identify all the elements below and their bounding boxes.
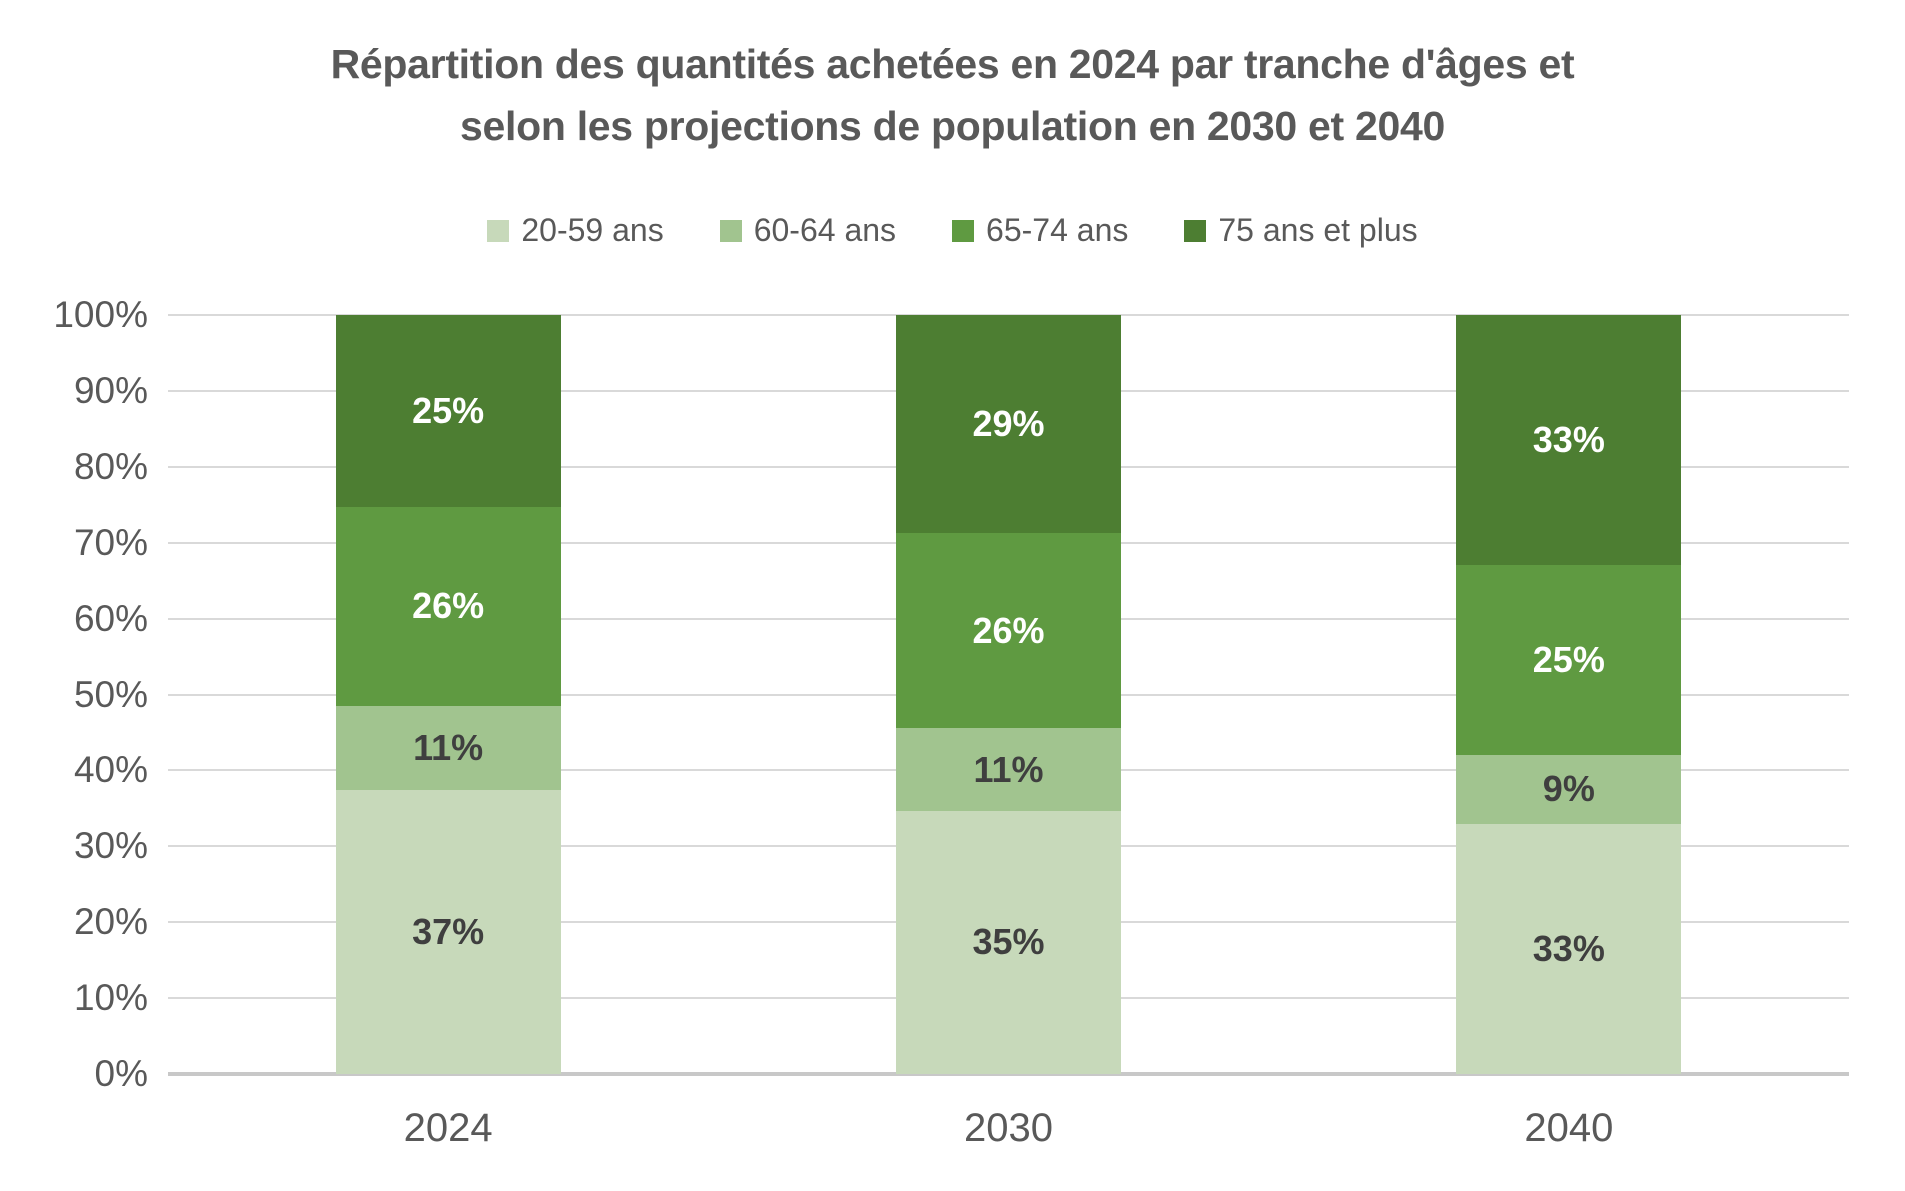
segment-value-label: 25% [1532, 639, 1605, 681]
y-axis-tick-label: 30% [73, 825, 148, 867]
y-axis-tick-label: 100% [53, 294, 148, 335]
y-axis-tick-label: 50% [73, 673, 148, 715]
bar-segment-20-59-ans: 33% [1456, 823, 1682, 1074]
bar-segment-65-74-ans: 26% [335, 506, 561, 706]
segment-value-label: 26% [972, 609, 1045, 651]
legend-swatch-icon [487, 219, 510, 242]
x-axis-labels: 2024 2030 2040 [168, 1106, 1849, 1151]
legend: 20-59 ans 60-64 ans 65-74 ans 75 ans et plu… [0, 212, 1905, 249]
legend-item: 60-64 ans [719, 212, 897, 249]
y-axis-tick-label: 20% [73, 901, 148, 943]
bar-2030: 29% 26% 11% 35% [895, 315, 1121, 1074]
y-axis-tick-label: 60% [73, 597, 148, 639]
legend-swatch-icon [1184, 219, 1207, 242]
legend-item: 75 ans et plus [1184, 212, 1418, 249]
legend-label: 20-59 ans [521, 212, 664, 248]
y-axis-tick-label: 90% [73, 369, 148, 411]
segment-value-label: 33% [1532, 927, 1605, 969]
y-axis-tick-label: 10% [73, 977, 148, 1019]
segment-value-label: 9% [1542, 768, 1595, 810]
segment-value-label: 11% [973, 748, 1044, 790]
legend-item: 65-74 ans [952, 212, 1128, 249]
y-axis-tick-label: 40% [73, 749, 148, 791]
bar-slot: 25% 26% 11% 37% [168, 315, 728, 1074]
bar-slot: 33% 25% 9% 33% [1289, 315, 1849, 1074]
bar-segment-75-ans-et-plus: 29% [895, 315, 1121, 533]
bar-2040: 33% 25% 9% 33% [1456, 315, 1682, 1074]
legend-swatch-icon [952, 219, 975, 242]
segment-value-label: 33% [1532, 419, 1605, 461]
bar-segment-60-64-ans: 11% [335, 705, 561, 791]
y-axis-tick-label: 70% [73, 521, 148, 563]
bar-segment-75-ans-et-plus: 25% [335, 315, 561, 507]
y-axis-tick-label: 0% [94, 1053, 148, 1094]
legend-label: 60-64 ans [753, 212, 897, 248]
x-axis-label: 2030 [964, 1106, 1053, 1150]
y-axis-tick-label: 80% [73, 445, 148, 487]
bar-segment-75-ans-et-plus: 33% [1456, 315, 1682, 566]
segment-value-label: 11% [413, 727, 484, 769]
bar-segment-60-64-ans: 11% [895, 728, 1121, 811]
chart-title-line-2: selon les projections de population en 2… [460, 102, 1445, 149]
segment-value-label: 26% [412, 585, 485, 627]
x-axis-label: 2040 [1524, 1106, 1614, 1150]
segment-value-label: 29% [972, 402, 1045, 444]
bars-container: 25% 26% 11% 37% 29% 26% 11% 35% 33% 25% 9% 33% [168, 315, 1849, 1074]
bar-segment-65-74-ans: 25% [1456, 565, 1682, 756]
x-axis-label: 2024 [403, 1106, 493, 1150]
segment-value-label: 37% [412, 911, 485, 953]
segment-value-label: 35% [972, 921, 1045, 963]
legend-label: 65-74 ans [986, 212, 1129, 248]
plot-area: 25% 26% 11% 37% 29% 26% 11% 35% 33% 25% 9% 33% 0% 10… [53, 296, 1849, 1093]
legend-label: 75 ans et plus [1218, 212, 1418, 248]
bar-segment-20-59-ans: 37% [335, 790, 561, 1074]
chart-title: Répartition des quantités achetées en 20… [0, 34, 1905, 157]
legend-item: 20-59 ans [487, 212, 664, 249]
bar-2024: 25% 26% 11% 37% [335, 315, 561, 1074]
legend-swatch-icon [719, 219, 742, 242]
chart-title-line-1: Répartition des quantités achetées en 20… [330, 41, 1575, 87]
bar-segment-60-64-ans: 9% [1456, 755, 1682, 824]
bar-slot: 29% 26% 11% 35% [728, 315, 1288, 1074]
x-axis-baseline [168, 1072, 1849, 1076]
segment-value-label: 25% [412, 389, 485, 431]
bar-segment-20-59-ans: 35% [895, 810, 1121, 1074]
bar-segment-65-74-ans: 26% [895, 532, 1121, 729]
